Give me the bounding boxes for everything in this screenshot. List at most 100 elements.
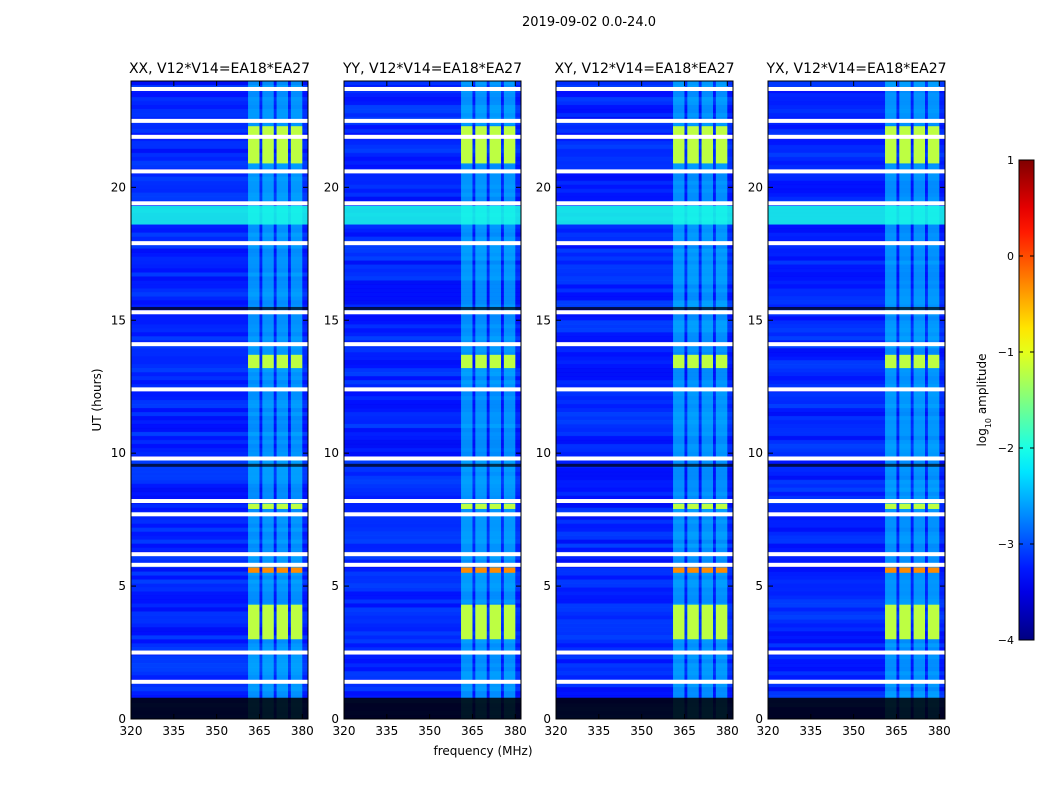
flagged-white-row — [556, 499, 733, 504]
flagged-white-row — [768, 134, 945, 139]
flagged-white-row — [768, 201, 945, 206]
colorbar-gradient — [1018, 159, 1035, 641]
rfi-band — [276, 81, 289, 719]
rfi-burst — [885, 567, 897, 573]
panels-group: XX, V12*V14=EA18*EA27 320 335 350 365 380 0 5 10… — [111, 61, 951, 738]
rfi-burst — [687, 503, 699, 509]
rfi-burst — [475, 354, 487, 369]
x-tick-label: 320 — [333, 724, 356, 738]
flagged-white-row — [768, 387, 945, 392]
flagged-white-row — [768, 552, 945, 557]
flagged-white-row — [768, 562, 945, 567]
rfi-burst — [276, 604, 289, 640]
flagged-white-row — [131, 241, 308, 246]
y-tick-label: 5 — [118, 579, 126, 593]
rfi-burst — [248, 354, 260, 369]
flagged-dark-row — [344, 463, 521, 467]
panel-frame — [343, 80, 522, 720]
flagged-dark-row — [768, 463, 945, 467]
flagged-white-row — [344, 387, 521, 392]
flagged-white-row — [131, 134, 308, 139]
rfi-burst — [262, 503, 274, 509]
flagged-dark-rows — [344, 697, 521, 719]
y-tick-label: 10 — [111, 446, 126, 460]
colorbar-tick-label: −2 — [998, 442, 1014, 455]
colorbar-tick-label: 1 — [1007, 154, 1014, 167]
rfi-burst — [673, 604, 685, 640]
y-tick-label: 5 — [331, 579, 339, 593]
y-tick-label: 20 — [111, 180, 126, 194]
colorbar: −4 −3 −2 −1 0 1 log10 amplitude — [975, 154, 1035, 647]
flagged-white-row — [344, 310, 521, 315]
rfi-burst — [701, 567, 714, 573]
flagged-white-row — [556, 562, 733, 567]
panel-frame — [555, 80, 734, 720]
flagged-white-row — [768, 86, 945, 91]
rfi-burst — [461, 126, 473, 164]
flagged-white-row — [556, 169, 733, 174]
rfi-burst — [701, 354, 714, 369]
rfi-burst — [913, 503, 926, 509]
flagged-dark-rows — [556, 697, 733, 719]
panel-frame — [130, 80, 309, 720]
panel-title: YX, V12*V14=EA18*EA27 — [765, 61, 946, 77]
flagged-dark-row — [131, 306, 308, 310]
flagged-white-row — [768, 512, 945, 517]
x-tick-label: 365 — [673, 724, 696, 738]
y-tick-label: 20 — [748, 180, 763, 194]
broadband-rfi — [131, 205, 308, 225]
panel-plot-area — [556, 81, 733, 719]
rfi-burst — [715, 354, 728, 369]
flagged-white-row — [344, 201, 521, 206]
x-tick-label: 365 — [885, 724, 908, 738]
rfi-burst — [461, 354, 473, 369]
rfi-band — [701, 81, 714, 719]
x-tick-label: 320 — [120, 724, 143, 738]
rfi-band — [899, 81, 911, 719]
colorbar-tick-label: −1 — [998, 346, 1014, 359]
x-tick-label: 350 — [842, 724, 865, 738]
rfi-burst — [899, 354, 911, 369]
flagged-white-row — [344, 562, 521, 567]
flagged-white-row — [556, 118, 733, 123]
rfi-burst — [687, 354, 699, 369]
rfi-band — [885, 81, 897, 719]
rfi-band — [927, 81, 940, 719]
rfi-band — [687, 81, 699, 719]
rfi-burst — [715, 503, 728, 509]
rfi-burst — [461, 503, 473, 509]
flagged-dark-row — [344, 306, 521, 310]
rfi-burst — [673, 503, 685, 509]
rfi-burst — [262, 567, 274, 573]
rfi-burst — [475, 503, 487, 509]
y-tick-label: 0 — [118, 712, 126, 726]
broadband-rfi — [344, 205, 521, 225]
flagged-white-row — [556, 456, 733, 461]
rfi-burst — [687, 604, 699, 640]
flagged-white-row — [131, 562, 308, 567]
colorbar-tick-label: −3 — [998, 538, 1014, 551]
rfi-burst — [673, 567, 685, 573]
panel-plot-area — [344, 81, 521, 719]
rfi-burst — [475, 126, 487, 164]
rfi-burst — [885, 604, 897, 640]
flagged-white-row — [556, 512, 733, 517]
rfi-burst — [899, 604, 911, 640]
flagged-dark-rows — [768, 697, 945, 719]
panel-plot-area — [131, 81, 308, 719]
rfi-burst — [927, 126, 940, 164]
flagged-white-row — [344, 241, 521, 246]
y-tick-label: 10 — [324, 446, 339, 460]
flagged-white-row — [556, 342, 733, 347]
flagged-white-row — [131, 310, 308, 315]
rfi-burst — [927, 354, 940, 369]
y-tick-label: 5 — [543, 579, 551, 593]
y-tick-label: 15 — [536, 313, 551, 327]
flagged-white-row — [768, 679, 945, 684]
rfi-burst — [489, 567, 502, 573]
flagged-white-row — [556, 134, 733, 139]
flagged-white-row — [344, 679, 521, 684]
broadband-rfi — [556, 205, 733, 225]
flagged-white-row — [131, 169, 308, 174]
y-tick-label: 20 — [324, 180, 339, 194]
